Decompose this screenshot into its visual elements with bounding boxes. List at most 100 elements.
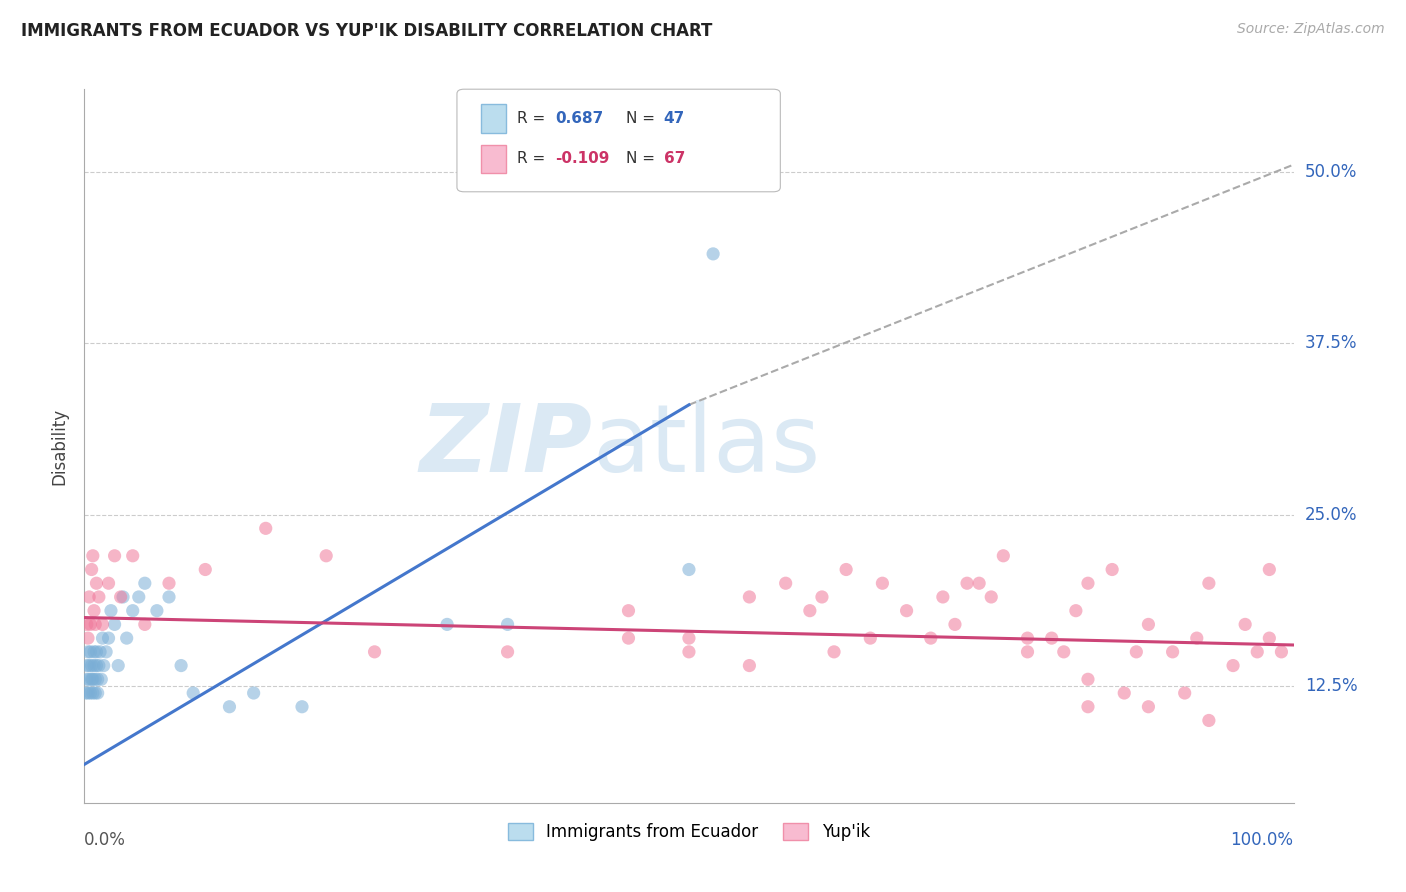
- Point: [76, 617, 98, 632]
- Point: [920, 631, 942, 645]
- Text: 0.0%: 0.0%: [84, 831, 127, 849]
- Point: [1077, 576, 1099, 591]
- Point: [97, 576, 120, 591]
- Point: [980, 590, 1002, 604]
- Text: 25.0%: 25.0%: [1305, 506, 1357, 524]
- Point: [87, 658, 110, 673]
- Point: [1137, 699, 1160, 714]
- Point: [738, 658, 761, 673]
- Point: [254, 521, 277, 535]
- Point: [932, 590, 955, 604]
- Point: [80, 562, 103, 576]
- Point: [91, 617, 114, 632]
- Point: [1053, 645, 1076, 659]
- Text: atlas: atlas: [592, 400, 821, 492]
- Point: [86, 686, 108, 700]
- Point: [1161, 645, 1184, 659]
- Point: [94, 645, 117, 659]
- Point: [89, 645, 111, 659]
- Point: [218, 699, 240, 714]
- Point: [79, 686, 101, 700]
- Point: [1174, 686, 1197, 700]
- Point: [1222, 658, 1244, 673]
- Text: Source: ZipAtlas.com: Source: ZipAtlas.com: [1237, 22, 1385, 37]
- Point: [79, 645, 101, 659]
- Point: [104, 617, 127, 632]
- Point: [315, 549, 337, 563]
- Point: [1185, 631, 1208, 645]
- Point: [90, 673, 112, 687]
- Point: [1125, 645, 1147, 659]
- Point: [823, 645, 845, 659]
- Point: [170, 658, 193, 673]
- Point: [993, 549, 1015, 563]
- Point: [1101, 562, 1123, 576]
- Point: [1017, 631, 1039, 645]
- Text: -0.109: -0.109: [555, 152, 610, 166]
- Text: 67: 67: [664, 152, 685, 166]
- Point: [181, 686, 204, 700]
- Point: [738, 590, 761, 604]
- Point: [104, 549, 127, 563]
- Point: [1077, 673, 1099, 687]
- Point: [1064, 604, 1087, 618]
- Point: [77, 673, 100, 687]
- Point: [84, 686, 107, 700]
- Point: [100, 604, 122, 618]
- Point: [121, 549, 143, 563]
- Text: IMMIGRANTS FROM ECUADOR VS YUP'IK DISABILITY CORRELATION CHART: IMMIGRANTS FROM ECUADOR VS YUP'IK DISABI…: [21, 22, 713, 40]
- Point: [80, 658, 103, 673]
- Point: [82, 686, 104, 700]
- Point: [112, 590, 135, 604]
- Point: [93, 658, 115, 673]
- Point: [86, 645, 108, 659]
- Point: [77, 658, 100, 673]
- Point: [617, 631, 640, 645]
- Point: [82, 549, 104, 563]
- Point: [75, 686, 97, 700]
- Point: [1258, 631, 1281, 645]
- Point: [835, 562, 858, 576]
- Text: R =: R =: [517, 152, 546, 166]
- Point: [121, 604, 143, 618]
- Point: [1114, 686, 1136, 700]
- Point: [157, 576, 180, 591]
- Point: [157, 590, 180, 604]
- Point: [1017, 645, 1039, 659]
- Point: [76, 658, 98, 673]
- Point: [436, 617, 458, 632]
- Point: [702, 247, 724, 261]
- Point: [86, 673, 108, 687]
- Point: [76, 673, 98, 687]
- Point: [86, 576, 108, 591]
- Point: [84, 617, 107, 632]
- Text: 100.0%: 100.0%: [1230, 831, 1294, 849]
- Point: [811, 590, 834, 604]
- Point: [967, 576, 990, 591]
- Point: [617, 604, 640, 618]
- Point: [1077, 699, 1099, 714]
- Text: ZIP: ZIP: [419, 400, 592, 492]
- Point: [943, 617, 966, 632]
- Point: [128, 590, 150, 604]
- Point: [956, 576, 979, 591]
- Point: [1198, 714, 1220, 728]
- Point: [77, 645, 100, 659]
- Text: 37.5%: 37.5%: [1305, 334, 1357, 352]
- Point: [1258, 562, 1281, 576]
- Point: [1137, 617, 1160, 632]
- Point: [97, 631, 120, 645]
- Point: [1234, 617, 1257, 632]
- Point: [83, 645, 105, 659]
- Point: [678, 631, 700, 645]
- Point: [77, 590, 100, 604]
- Point: [194, 562, 217, 576]
- Point: [107, 658, 129, 673]
- Point: [87, 590, 110, 604]
- Point: [896, 604, 918, 618]
- Point: [115, 631, 138, 645]
- Point: [291, 699, 314, 714]
- Point: [1040, 631, 1063, 645]
- Point: [496, 645, 519, 659]
- Text: 0.687: 0.687: [555, 112, 603, 126]
